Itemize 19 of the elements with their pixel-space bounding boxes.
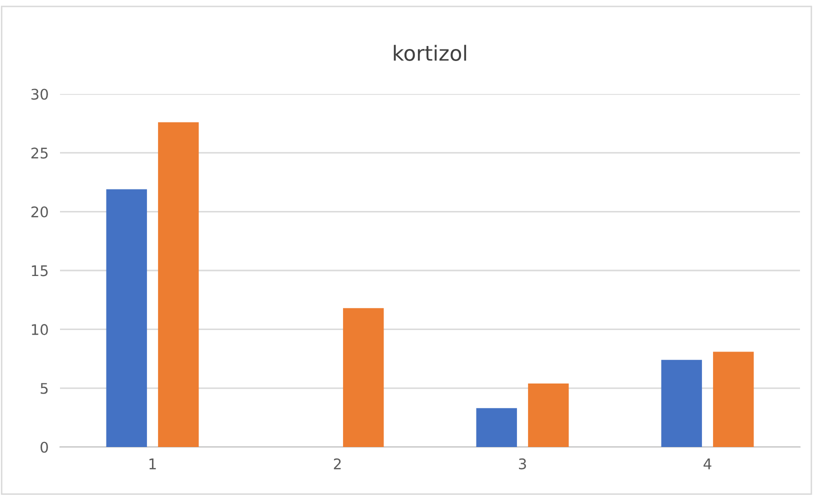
x-tick-label: 1 [149,458,156,470]
y-tick-label: 0 [40,442,48,453]
y-tick-label: 5 [40,383,48,394]
bar [106,189,147,447]
y-tick-label: 10 [32,324,48,336]
bar [661,360,702,447]
x-tick-label: 2 [334,458,341,470]
bar [476,408,517,447]
chart-title: kortizol [394,44,466,61]
y-tick-label: 15 [32,265,48,276]
y-tick-label: 30 [31,88,48,100]
bar [343,308,384,447]
y-tick-label: 20 [31,206,48,218]
bar [158,122,199,447]
x-tick-label: 4 [704,458,712,470]
y-tick-label: 25 [31,148,48,159]
x-tick-label: 3 [518,458,526,470]
bar [528,383,569,447]
bar [713,352,754,447]
